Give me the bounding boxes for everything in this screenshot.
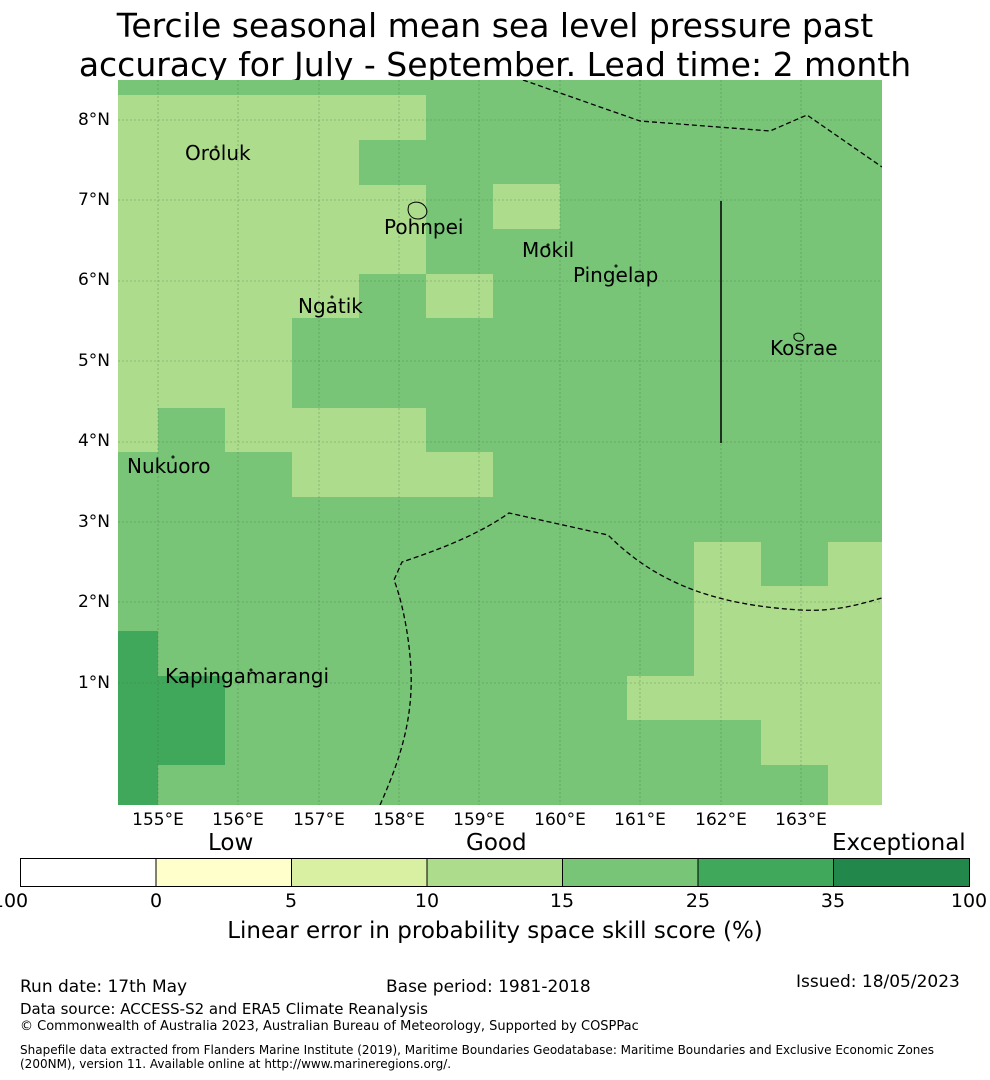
lat-label-8n: 8°N [77, 110, 110, 130]
run-date: Run date: 17th May [20, 977, 188, 997]
place-oroluk: Oroluk [185, 141, 251, 165]
pohnpei-island [407, 201, 428, 220]
shapefile-credit-line-1: Shapefile data extracted from Flanders M… [20, 1043, 935, 1057]
skill-map: Oroluk Pohnpei Mokil Pingelap Ngatik Kos… [118, 80, 882, 805]
skill-region-25-35 [118, 631, 225, 805]
legend-category-good: Good [466, 830, 527, 856]
oroluk-atoll [214, 145, 218, 149]
place-pohnpei: Pohnpei [384, 215, 464, 239]
place-ngatik: Ngatik [298, 294, 363, 318]
issued-date: Issued: 18/05/2023 [796, 972, 960, 992]
legend-axis-label: Linear error in probability space skill … [227, 918, 763, 944]
legend-swatch-25-35 [698, 858, 834, 887]
mokil-atoll [546, 243, 550, 247]
title-line-2: accuracy for July - September. Lead time… [78, 45, 912, 84]
lon-label-157e: 157°E [293, 810, 345, 830]
eez-boundaries [379, 80, 882, 805]
title-line-1: Tercile seasonal mean sea level pressure… [116, 6, 874, 45]
kosrae-island [793, 332, 805, 342]
legend-category-low: Low [208, 830, 254, 856]
place-kapingamarangi: Kapingamarangi [165, 664, 329, 688]
legend-swatch-10-15 [427, 858, 563, 887]
lon-label-161e: 161°E [614, 810, 666, 830]
lon-label-163e: 163°E [775, 810, 827, 830]
place-kosrae: Kosrae [770, 336, 838, 360]
lon-label-162e: 162°E [695, 810, 747, 830]
ngatik-atoll [330, 295, 334, 299]
island-outlines [171, 145, 805, 672]
base-period: Base period: 1981-2018 [386, 977, 591, 997]
kapingamarangi-atoll [249, 668, 253, 672]
lat-label-6n: 6°N [77, 270, 110, 290]
shapefile-credit-line-2: (200NM), version 11. Available online at… [20, 1057, 452, 1071]
legend-tick-25: 25 [685, 890, 711, 912]
lon-label-159e: 159°E [453, 810, 505, 830]
legend-tick-neg100: -100 [0, 890, 29, 912]
copyright: © Commonwealth of Australia 2023, Austra… [20, 1019, 639, 1034]
legend-tick-10: 10 [414, 890, 440, 912]
legend-swatch-35-100 [833, 858, 970, 887]
color-legend-bar [20, 858, 970, 887]
skill-region-10-15 [118, 95, 882, 805]
pingelap-atoll [614, 264, 618, 268]
place-pingelap: Pingelap [573, 263, 658, 287]
lat-label-5n: 5°N [77, 351, 110, 371]
place-mokil: Mokil [522, 238, 574, 262]
lat-label-7n: 7°N [77, 190, 110, 210]
legend-category-exceptional: Exceptional [832, 830, 966, 856]
legend-swatch-neg [20, 858, 156, 887]
legend-tick-5: 5 [284, 890, 298, 912]
lon-label-155e: 155°E [132, 810, 184, 830]
map-title: Tercile seasonal mean sea level pressure… [0, 6, 990, 84]
legend-tick-15: 15 [549, 890, 575, 912]
lat-label-2n: 2°N [77, 592, 110, 612]
lon-label-156e: 156°E [212, 810, 264, 830]
legend-tick-35: 35 [820, 890, 846, 912]
graticule [118, 80, 882, 805]
shapefile-credit: Shapefile data extracted from Flanders M… [20, 1043, 970, 1071]
legend-swatch-5-10 [291, 858, 427, 887]
lon-label-160e: 160°E [534, 810, 586, 830]
lat-label-3n: 3°N [77, 512, 110, 532]
legend-swatch-15-25 [562, 858, 698, 887]
lat-label-4n: 4°N [77, 431, 110, 451]
legend-tick-0: 0 [149, 890, 163, 912]
legend-tick-100: 100 [950, 890, 988, 912]
lon-label-158e: 158°E [373, 810, 425, 830]
legend-swatch-0-5 [156, 858, 292, 887]
lat-label-1n: 1°N [77, 673, 110, 693]
place-nukuoro: Nukuoro [127, 454, 211, 478]
nukuoro-atoll [171, 455, 175, 459]
data-source: Data source: ACCESS-S2 and ERA5 Climate … [20, 1000, 428, 1018]
